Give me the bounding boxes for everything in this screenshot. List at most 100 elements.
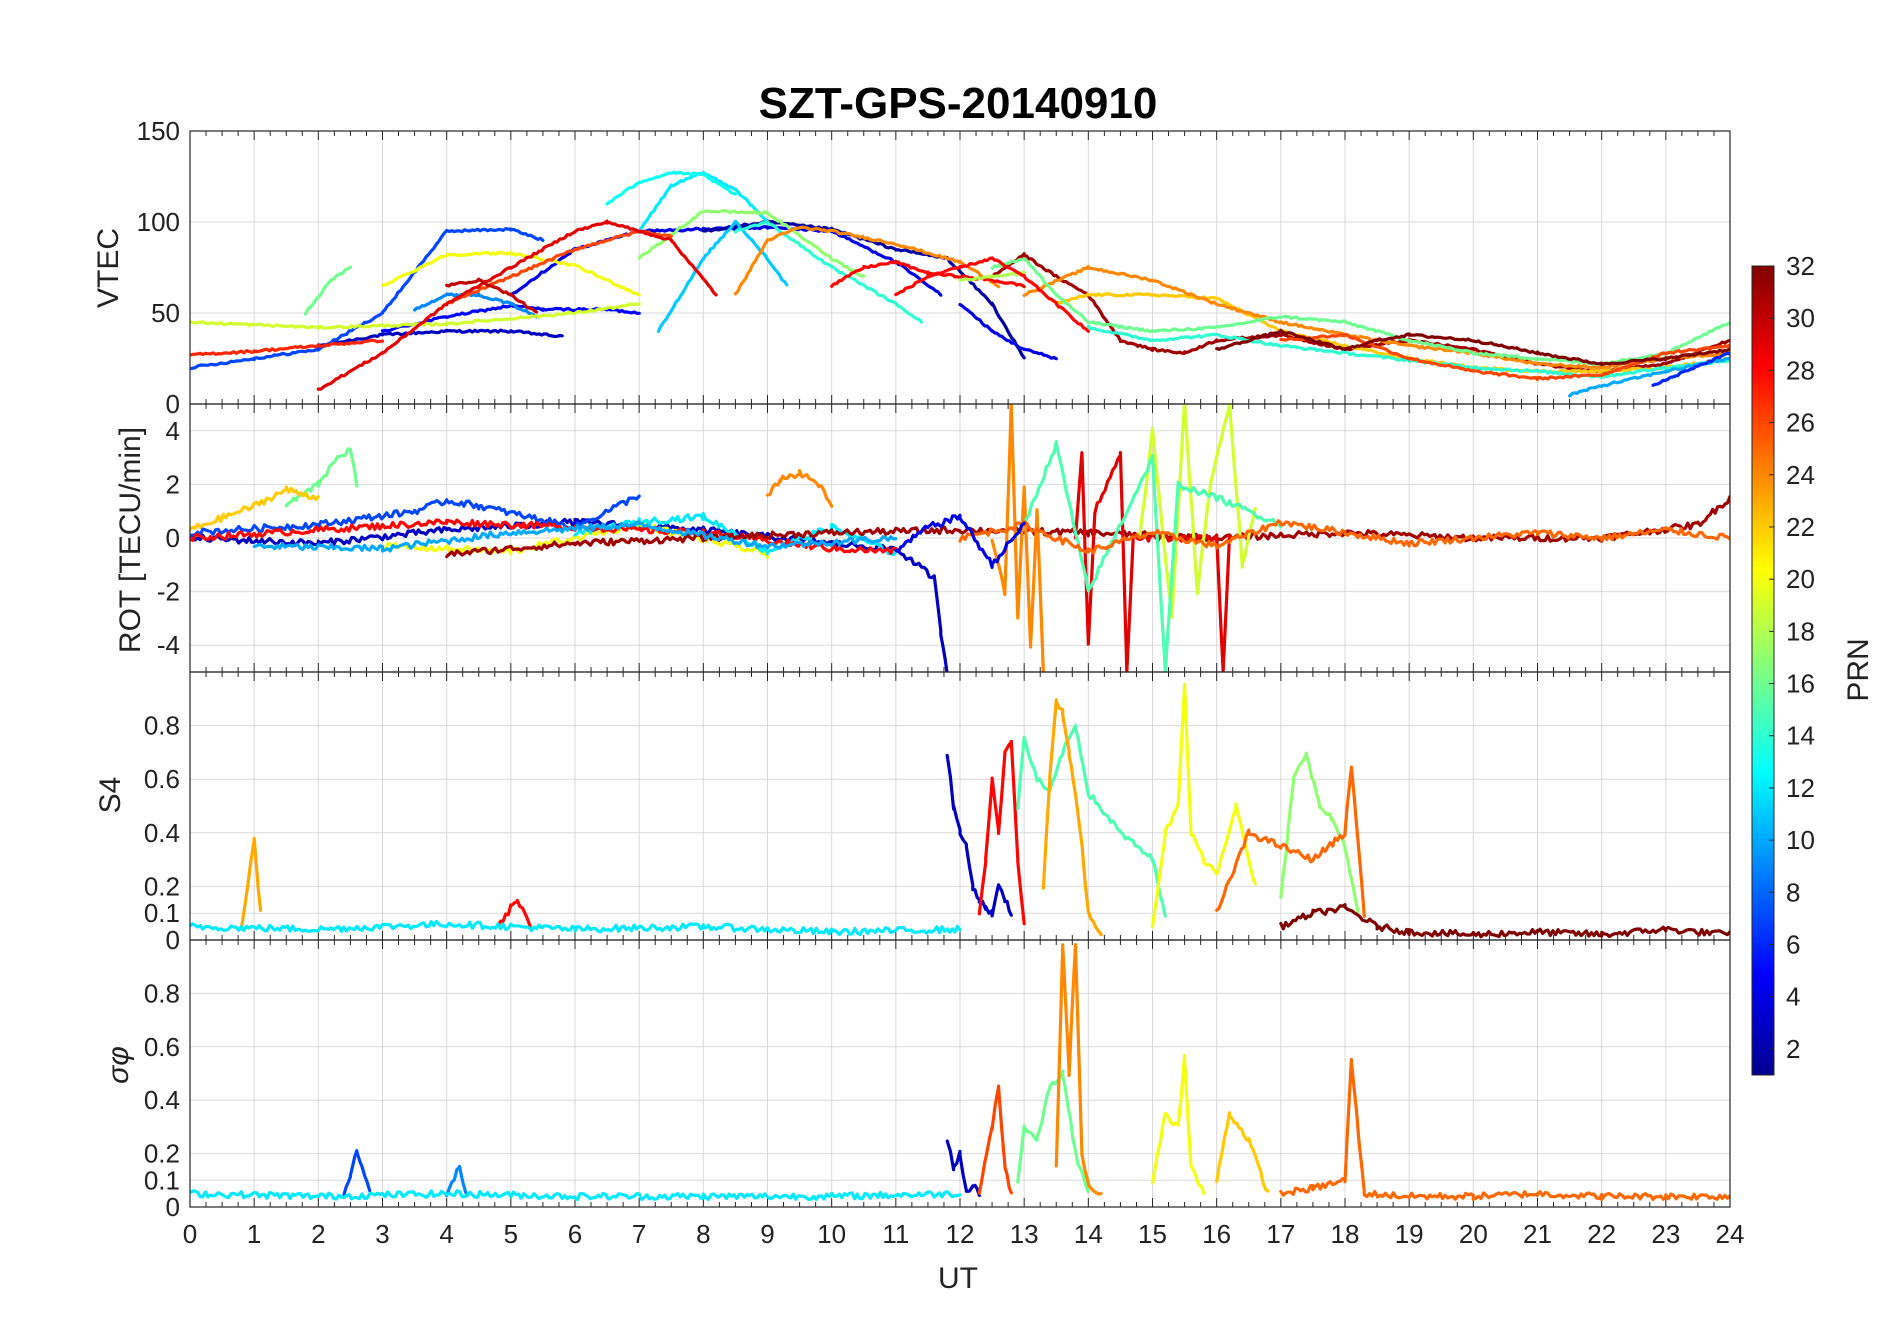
y-tick-label: 0.2 bbox=[144, 871, 180, 901]
series-line-prn-17 bbox=[637, 209, 866, 278]
y-tick-label: 0.8 bbox=[144, 978, 180, 1008]
y-axis-label-s4: S4 bbox=[94, 777, 127, 814]
y-tick-label: 50 bbox=[151, 298, 180, 328]
panel-rot: -4 -2 0 2 4 bbox=[157, 403, 1731, 673]
y-tick-label: 0 bbox=[166, 523, 180, 553]
panel-frame bbox=[189, 939, 1731, 1208]
x-tick-label: 14 bbox=[1074, 1219, 1103, 1249]
y-tick-label: 0 bbox=[166, 389, 180, 419]
series-line-prn-24 bbox=[733, 225, 1001, 296]
series-line-prn-12 bbox=[190, 1189, 962, 1202]
x-axis-label: UT bbox=[938, 1262, 978, 1295]
y-tick-label: 0 bbox=[166, 925, 180, 955]
series-line-prn-22 bbox=[1215, 1111, 1270, 1193]
series-line-prn-16 bbox=[303, 265, 352, 316]
panels: 050100150-4-202400.10.20.40.60.800.10.20… bbox=[92, 116, 1744, 1249]
x-tick-label: 13 bbox=[1010, 1219, 1039, 1249]
panel-sigma_phi: 00.10.2 0.4 0.6 0.8 bbox=[144, 939, 1731, 1222]
series-line-prn-15 bbox=[1016, 724, 1167, 918]
series-line-prn-28 bbox=[496, 898, 532, 928]
series-line-prn-31 bbox=[445, 494, 1730, 559]
series-line-prn-32 bbox=[1215, 328, 1730, 367]
series-group-vtec bbox=[190, 170, 1730, 398]
colorbar-label: PRN bbox=[1842, 638, 1875, 701]
series-line-prn-24 bbox=[765, 469, 834, 508]
series-line-prn-24 bbox=[1054, 943, 1103, 1196]
x-tick-label: 21 bbox=[1523, 1219, 1552, 1249]
series-group-rot bbox=[190, 404, 1730, 672]
x-tick-label: 11 bbox=[882, 1219, 909, 1249]
series-line-prn-29 bbox=[316, 219, 718, 391]
colorbar-tick-label: 6 bbox=[1786, 930, 1800, 960]
series-line-prn-14 bbox=[1086, 324, 1730, 380]
series-line-prn-28 bbox=[190, 518, 898, 555]
x-tick-label: 10 bbox=[817, 1219, 846, 1249]
colorbar-tick-label: 24 bbox=[1786, 460, 1815, 490]
y-tick-label: -2 bbox=[157, 577, 180, 607]
series-line-prn-26 bbox=[1279, 332, 1730, 381]
series-line-prn-25 bbox=[1215, 765, 1366, 918]
series-line-prn-32 bbox=[1279, 903, 1730, 939]
series-line-prn-9 bbox=[445, 1164, 468, 1198]
x-tick-label: 17 bbox=[1266, 1219, 1295, 1249]
x-tick-label: 9 bbox=[760, 1219, 774, 1249]
colorbar-tick-label: 18 bbox=[1786, 616, 1815, 646]
series-group-s4 bbox=[190, 682, 1730, 939]
y-tick-label: 0.8 bbox=[144, 711, 180, 741]
y-axis-label-sigma-phi: σφ bbox=[102, 1046, 135, 1084]
colorbar-tick-label: 20 bbox=[1786, 564, 1815, 594]
series-line-prn-20 bbox=[1150, 1053, 1206, 1195]
series-line-prn-12 bbox=[190, 919, 962, 937]
series-line-prn-6 bbox=[1651, 351, 1730, 387]
y-tick-label: 0.1 bbox=[144, 898, 180, 928]
y-tick-label: 4 bbox=[166, 416, 180, 446]
colorbar-tick-label: 8 bbox=[1786, 877, 1800, 907]
x-tick-label: 24 bbox=[1716, 1219, 1745, 1249]
series-line-prn-20 bbox=[380, 250, 641, 297]
colorbar-tick-label: 10 bbox=[1786, 825, 1815, 855]
series-line-prn-7 bbox=[190, 227, 545, 371]
x-tick-label: 3 bbox=[375, 1219, 389, 1249]
x-tick-label: 2 bbox=[311, 1219, 325, 1249]
x-tick-label: 23 bbox=[1651, 1219, 1680, 1249]
series-line-prn-19 bbox=[190, 302, 641, 330]
y-tick-label: 0.6 bbox=[144, 764, 180, 794]
colorbar-tick-label: 28 bbox=[1786, 355, 1815, 385]
series-line-prn-12 bbox=[573, 512, 898, 557]
series-line-prn-19 bbox=[1138, 404, 1257, 619]
colorbar-tick-label: 14 bbox=[1786, 721, 1815, 751]
colorbar-tick-label: 26 bbox=[1786, 408, 1815, 438]
x-tick-label: 0 bbox=[183, 1219, 197, 1249]
x-tick-label: 18 bbox=[1331, 1219, 1360, 1249]
x-tick-label: 6 bbox=[568, 1219, 582, 1249]
series-line-prn-28 bbox=[977, 739, 1026, 926]
series-line-prn-18 bbox=[958, 270, 1026, 282]
panel-vtec: 0 50 100 150 bbox=[137, 116, 1731, 419]
x-tick-label: 7 bbox=[632, 1219, 646, 1249]
y-tick-label: 2 bbox=[166, 469, 180, 499]
x-tick-label: 12 bbox=[946, 1219, 975, 1249]
x-tick-label: 22 bbox=[1587, 1219, 1616, 1249]
chart-title: SZT-GPS-20140910 bbox=[759, 79, 1158, 128]
x-tick-label: 15 bbox=[1138, 1219, 1167, 1249]
series-line-prn-3 bbox=[945, 1139, 981, 1197]
series-line-prn-29 bbox=[1073, 451, 1232, 672]
x-tick-label: 4 bbox=[439, 1219, 453, 1249]
x-tick-label: 19 bbox=[1395, 1219, 1424, 1249]
series-line-prn-4 bbox=[894, 513, 1026, 570]
y-tick-label: 0.2 bbox=[144, 1139, 180, 1169]
y-tick-label: 0.6 bbox=[144, 1032, 180, 1062]
x-tick-label: 20 bbox=[1459, 1219, 1488, 1249]
series-line-prn-30 bbox=[445, 277, 539, 314]
series-line-prn-28 bbox=[894, 256, 1090, 333]
series-line-prn-20 bbox=[1150, 682, 1257, 929]
x-tick-label: 1 bbox=[247, 1219, 261, 1249]
y-tick-label: 0.1 bbox=[144, 1165, 180, 1195]
series-line-prn-14 bbox=[733, 220, 924, 324]
series-line-prn-10 bbox=[252, 520, 898, 553]
colorbar-tick-label: 16 bbox=[1786, 669, 1815, 699]
colorbar-gradient bbox=[1751, 265, 1775, 1076]
series-line-prn-26 bbox=[977, 1084, 1013, 1195]
series-line-prn-15 bbox=[1022, 439, 1283, 672]
